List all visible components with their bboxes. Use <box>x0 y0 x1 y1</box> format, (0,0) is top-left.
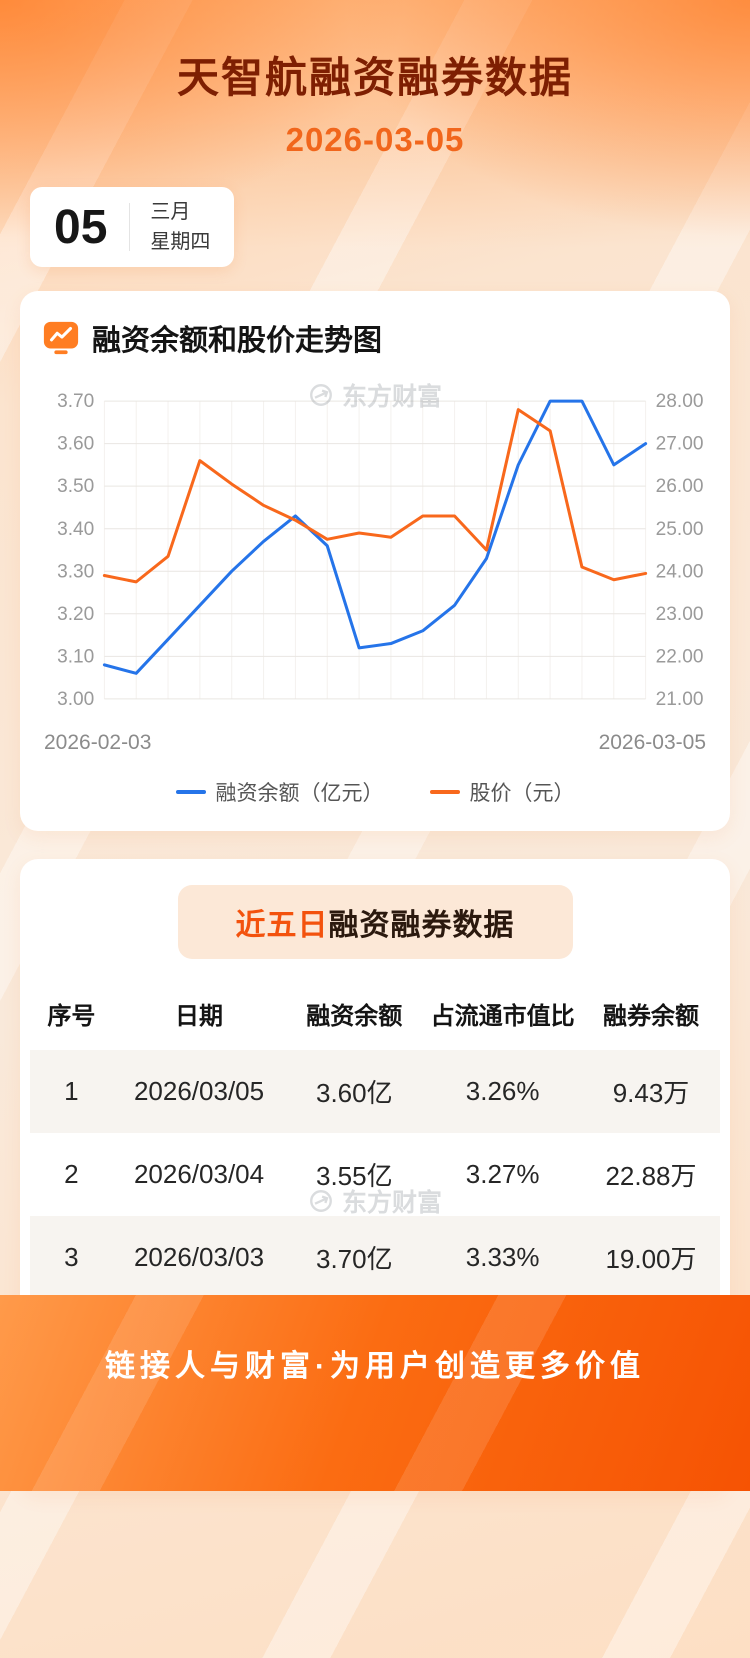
footer-slogan: 链接人与财富·为用户创造更多价值 <box>105 1350 645 1384</box>
table-cell: 3.60亿 <box>315 1078 393 1109</box>
chart-section-header: 融资余额和股价走势图 <box>42 317 708 359</box>
svg-text:3.00: 3.00 <box>57 689 94 710</box>
trend-chart: 3.70 28.00 3.60 27.00 3.50 26.00 3.40 25.00 3.30… <box>57 391 704 710</box>
table-cell: 19.00万 <box>605 1244 697 1275</box>
table-cell: 3.55亿 <box>315 1161 393 1192</box>
table-title-banner: 近五日融资融券数据 <box>177 885 573 960</box>
svg-text:3.20: 3.20 <box>57 604 94 625</box>
x-axis-start-label: 2026-02-03 <box>44 731 152 755</box>
table-header-row: 序号 日期 融资余额 占流通市值比 融券余额 <box>30 977 720 1050</box>
column-header: 序号 <box>47 1003 96 1031</box>
badge-month: 三月 <box>150 201 191 223</box>
column-header: 融资余额 <box>306 1003 403 1031</box>
legend-label: 融资余额（亿元） <box>215 782 384 806</box>
legend-swatch-icon <box>175 790 206 795</box>
page-date: 2026-03-05 <box>285 121 465 158</box>
date-badge: 05 三月 星期四 <box>30 187 235 267</box>
chart-legend: 融资余额（亿元） 股价（元） <box>42 777 708 807</box>
x-axis-end-label: 2026-03-05 <box>598 731 706 755</box>
column-header: 日期 <box>175 1003 224 1031</box>
table-title-rest: 融资融券数据 <box>328 909 515 943</box>
table-cell: 3.27% <box>465 1159 540 1190</box>
chart-area: 东方财富 3.70 28.00 3.60 27.00 3.50 26.00 3.40 25.0… <box>42 383 708 755</box>
footer-banner: 链接人与财富·为用户创造更多价值 <box>0 1295 750 1492</box>
chart-monitor-icon <box>43 321 79 355</box>
table-cell: 2026/03/03 <box>133 1242 265 1273</box>
legend-swatch-icon <box>429 790 460 795</box>
svg-text:23.00: 23.00 <box>656 604 704 625</box>
table-cell: 3.70亿 <box>315 1244 393 1275</box>
x-axis-labels: 2026-02-03 2026-03-05 <box>42 731 708 755</box>
table-cell: 1 <box>64 1076 79 1107</box>
table-row: 2 2026/03/04 3.55亿 3.27% 22.88万 <box>30 1133 720 1216</box>
column-header: 融券余额 <box>602 1003 699 1031</box>
page-title: 天智航融资融券数据 <box>176 54 573 101</box>
svg-text:27.00: 27.00 <box>656 434 704 455</box>
badge-weekday: 星期四 <box>150 231 211 253</box>
badge-meta: 三月 星期四 <box>130 197 210 257</box>
svg-text:28.00: 28.00 <box>656 391 704 412</box>
table-cell: 3.33% <box>465 1242 540 1273</box>
svg-text:21.00: 21.00 <box>656 689 704 710</box>
svg-text:3.10: 3.10 <box>57 646 94 667</box>
svg-text:22.00: 22.00 <box>656 646 704 667</box>
table-cell: 2026/03/05 <box>133 1076 265 1107</box>
legend-label: 股价（元） <box>469 782 575 806</box>
svg-text:24.00: 24.00 <box>656 561 704 582</box>
table-cell: 9.43万 <box>612 1078 690 1109</box>
table-row: 3 2026/03/03 3.70亿 3.33% 19.00万 <box>30 1216 720 1300</box>
legend-item: 股价（元） <box>429 777 575 807</box>
table-row: 1 2026/03/05 3.60亿 3.26% 9.43万 <box>30 1050 720 1134</box>
svg-text:3.40: 3.40 <box>57 519 94 540</box>
table-title-highlight: 近五日 <box>235 909 329 943</box>
svg-text:3.30: 3.30 <box>57 561 94 582</box>
svg-text:3.70: 3.70 <box>57 391 94 412</box>
table-cell: 2 <box>64 1159 79 1190</box>
svg-text:26.00: 26.00 <box>656 476 704 497</box>
table-cell: 3 <box>64 1242 79 1273</box>
table-cell: 22.88万 <box>605 1161 697 1192</box>
date-badge-row: 05 三月 星期四 <box>30 187 750 267</box>
svg-text:3.50: 3.50 <box>57 476 94 497</box>
table-cell: 3.26% <box>465 1076 540 1107</box>
chart-card: 融资余额和股价走势图 东方财富 3.70 28.00 3.60 27.00 3.50 26… <box>20 291 730 832</box>
svg-text:25.00: 25.00 <box>656 519 704 540</box>
table-cell: 2026/03/04 <box>133 1159 265 1190</box>
badge-day: 05 <box>54 200 108 254</box>
chart-section-title: 融资余额和股价走势图 <box>92 325 383 357</box>
legend-item: 融资余额（亿元） <box>175 777 384 807</box>
column-header: 占流通市值比 <box>430 1003 575 1031</box>
page-content: 天智航融资融券数据 2026-03-05 05 三月 星期四 融资余额和股价走势… <box>0 54 750 1492</box>
svg-text:3.60: 3.60 <box>57 434 94 455</box>
